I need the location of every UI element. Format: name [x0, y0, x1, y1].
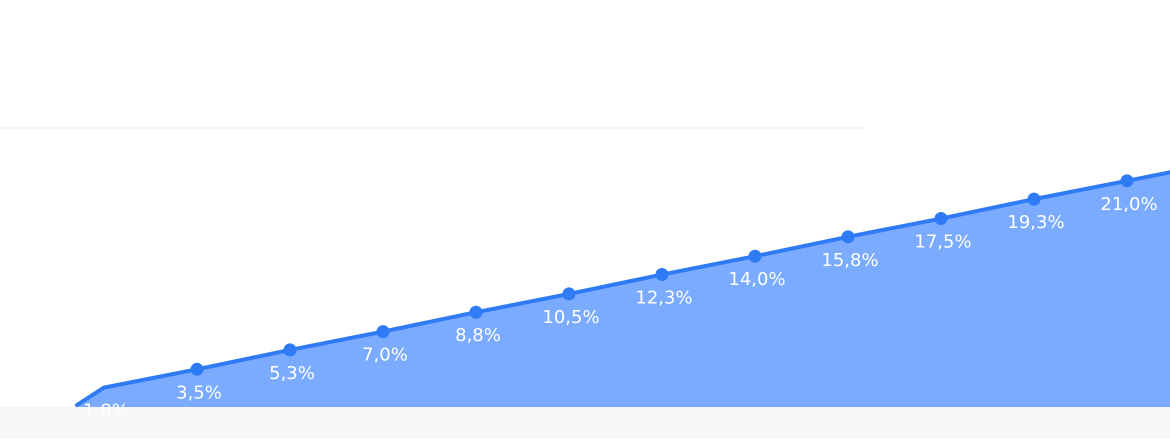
- data-point: [469, 305, 483, 319]
- data-label: 14,0%: [728, 269, 785, 290]
- data-label: 15,8%: [821, 250, 878, 271]
- data-label: 12,3%: [635, 288, 692, 309]
- data-point: [190, 362, 204, 376]
- data-point: [283, 343, 297, 357]
- data-point: [841, 230, 855, 244]
- chart-floor: [0, 407, 1170, 439]
- data-point: [376, 325, 390, 339]
- data-label: 3,5%: [176, 382, 222, 403]
- series-line: [75, 170, 1170, 407]
- data-label: 1,8%: [83, 401, 129, 422]
- data-label: 10,5%: [542, 307, 599, 328]
- data-point: [562, 287, 576, 301]
- data-label: 5,3%: [269, 363, 315, 384]
- data-point: [1027, 192, 1041, 206]
- data-point: [655, 268, 669, 282]
- data-label: 19,3%: [1007, 212, 1064, 233]
- data-label: 21,0%: [1100, 194, 1157, 215]
- data-point: [1120, 174, 1134, 188]
- data-label: 17,5%: [914, 232, 971, 253]
- data-point: [748, 249, 762, 263]
- data-label: 7,0%: [362, 345, 408, 366]
- data-label: 8,8%: [455, 325, 501, 346]
- data-point: [934, 212, 948, 226]
- series-area: [77, 172, 1170, 407]
